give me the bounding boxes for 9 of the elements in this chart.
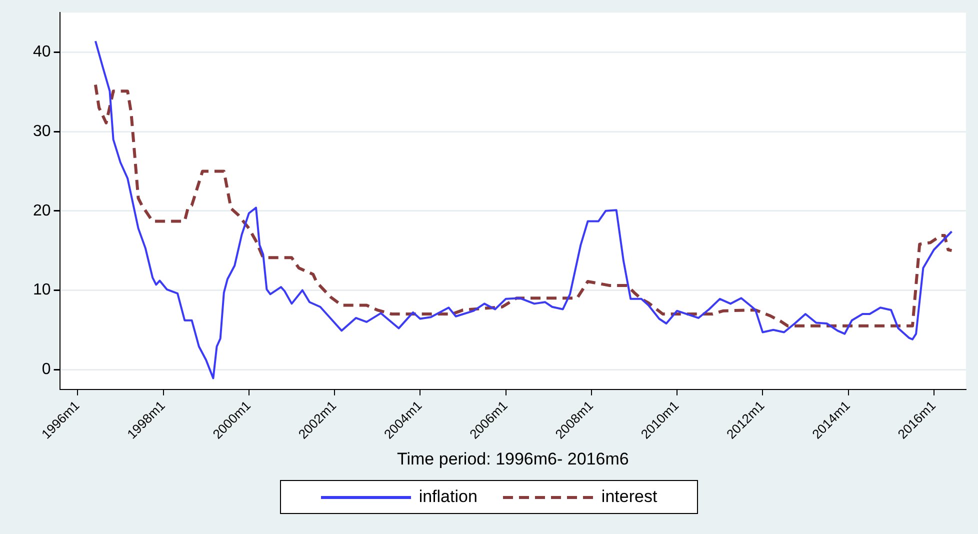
y-tick-label: 10 [33, 282, 51, 299]
y-tick-label: 40 [33, 44, 51, 61]
y-tick-label: 0 [42, 360, 51, 378]
x-axis-title: Time period: 1996m6- 2016m6 [396, 449, 629, 468]
legend-label: interest [601, 487, 658, 507]
y-tick-label: 20 [33, 202, 51, 220]
y-tick-label: 30 [33, 122, 51, 140]
legend-label: inflation [418, 487, 478, 507]
line-series [94, 83, 954, 328]
